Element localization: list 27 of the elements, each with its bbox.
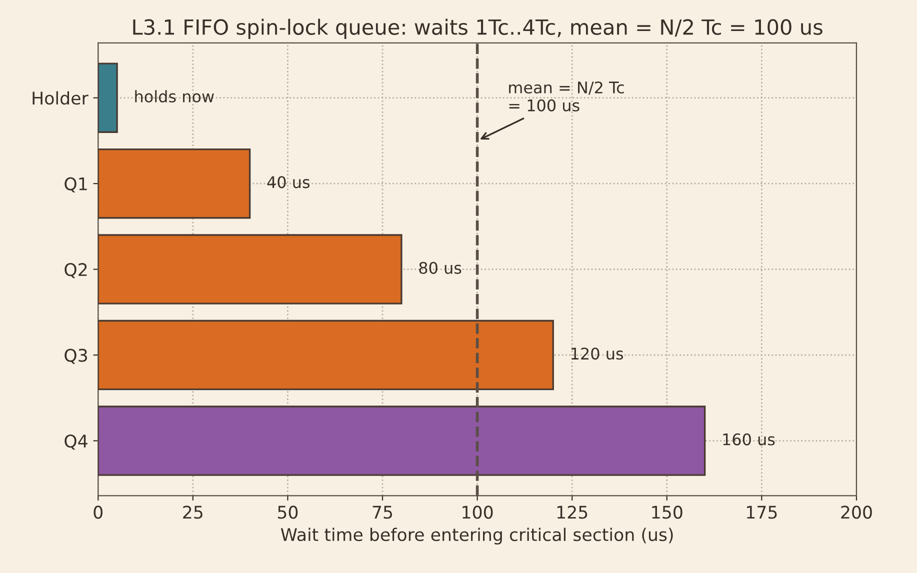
x-tick-label: 200 xyxy=(841,506,872,519)
x-tick-label: 175 xyxy=(747,506,777,519)
y-tick-label: Holder xyxy=(32,91,88,105)
x-tick-label: 75 xyxy=(372,506,392,519)
data-label: 40 us xyxy=(267,176,310,188)
y-tick-label: Q4 xyxy=(64,434,88,450)
data-label: 80 us xyxy=(419,262,462,274)
data-label: 160 us xyxy=(723,433,775,446)
bar xyxy=(98,62,118,133)
bar xyxy=(98,148,251,219)
ref-line-label: mean = N/2 Tc = 100 us xyxy=(509,81,624,112)
x-tick-label: 25 xyxy=(183,506,202,519)
x-tick-label: 0 xyxy=(94,506,102,519)
x-tick-label: 50 xyxy=(278,506,298,519)
bar xyxy=(98,320,554,390)
x-axis-title: Wait time before entering critical section (us) xyxy=(280,528,673,545)
y-tick-label: Q2 xyxy=(64,263,87,278)
bar xyxy=(98,234,402,304)
bar xyxy=(98,406,706,476)
y-tick-label: Q1 xyxy=(64,177,87,192)
x-tick-label: 100 xyxy=(462,506,493,519)
y-tick-label: Q3 xyxy=(64,348,88,364)
data-label: 120 us xyxy=(572,348,624,360)
x-tick-label: 150 xyxy=(652,506,682,519)
data-label: holds now xyxy=(135,90,214,102)
x-tick-label: 125 xyxy=(557,506,588,519)
chart-title: L3.1 FIFO spin-lock queue: waits 1Tc..4Tc, mean = N/2 Tc = 100 us xyxy=(133,18,822,39)
